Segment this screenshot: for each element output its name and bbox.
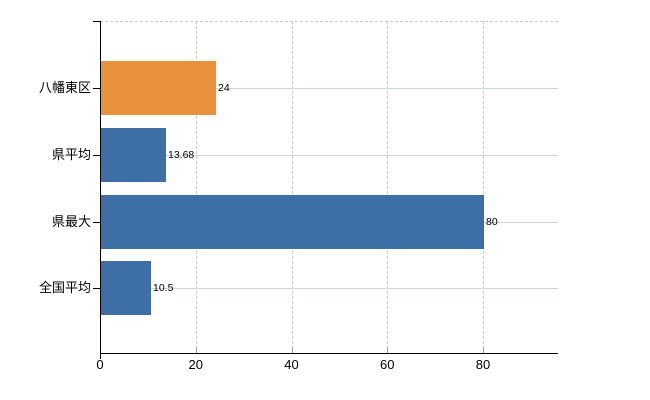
- x-tick-label: 60: [380, 357, 395, 372]
- y-axis-tick: [93, 221, 100, 223]
- x-tick-label: 80: [475, 357, 491, 372]
- bar-県平均: [101, 127, 166, 182]
- y-axis-tick: [93, 88, 100, 89]
- x-tick-label: 0: [96, 357, 104, 372]
- y-axis: [100, 21, 101, 359]
- v-gridline: [291, 21, 293, 353]
- v-gridline: [483, 21, 484, 353]
- bar-value-label: 24: [218, 82, 230, 94]
- bar-value-label: 10.5: [153, 282, 174, 294]
- bar-八幡東区: [101, 61, 216, 115]
- y-axis-tick: [93, 288, 100, 289]
- x-axis-tick: [291, 347, 293, 353]
- category-label: 全国平均: [38, 280, 91, 295]
- plot-top-border: [100, 21, 558, 22]
- x-tick-label: 20: [188, 357, 203, 372]
- category-label: 県最大: [51, 213, 91, 229]
- category-label: 県平均: [51, 146, 91, 162]
- bar-全国平均: [101, 261, 151, 315]
- x-axis: [100, 353, 558, 354]
- bar-value-label: 80: [486, 215, 498, 228]
- bar-県最大: [101, 194, 484, 249]
- v-gridline: [387, 21, 389, 353]
- y-axis-tick: [93, 154, 100, 156]
- category-label: 八幡東区: [38, 80, 91, 95]
- x-axis-tick: [387, 347, 389, 353]
- y-axis-top-tick: [93, 21, 100, 22]
- h-gridline: [100, 154, 558, 156]
- bar-value-label: 13.68: [168, 148, 195, 161]
- x-axis-tick: [483, 347, 484, 353]
- x-axis-tick: [195, 347, 197, 353]
- v-gridline: [195, 21, 197, 353]
- x-tick-label: 40: [284, 357, 299, 372]
- h-gridline: [100, 88, 558, 89]
- h-gridline: [100, 288, 558, 289]
